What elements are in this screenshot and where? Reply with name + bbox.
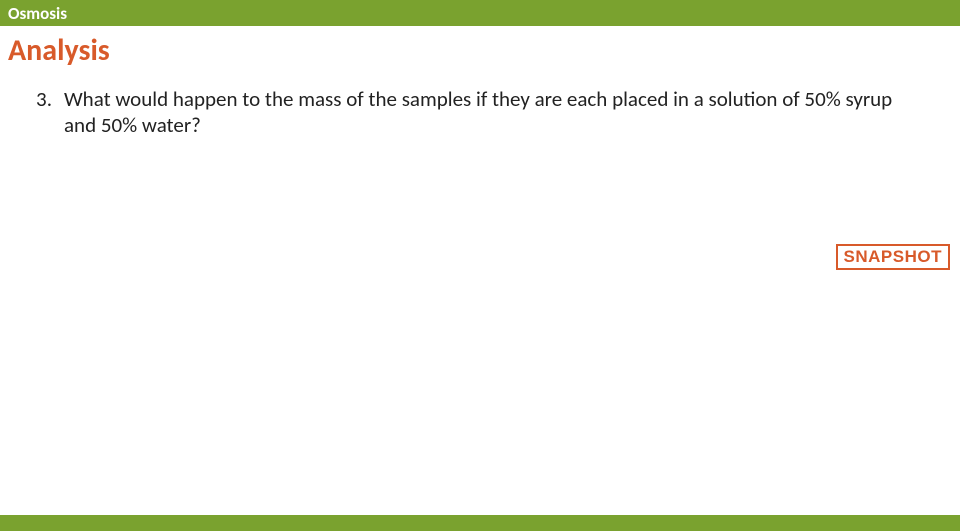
topbar-title: Osmosis [8,3,67,24]
slide: Osmosis Analysis 3. What would happen to… [0,0,960,531]
section-heading: Analysis [8,32,110,69]
question-text: What would happen to the mass of the sam… [60,86,928,139]
question-number: 3. [32,86,60,139]
question-row: 3. What would happen to the mass of the … [32,86,928,139]
question-block: 3. What would happen to the mass of the … [32,86,928,139]
snapshot-badge: SNAPSHOT [836,244,950,270]
top-bar: Osmosis [0,0,960,26]
bottom-bar [0,515,960,531]
